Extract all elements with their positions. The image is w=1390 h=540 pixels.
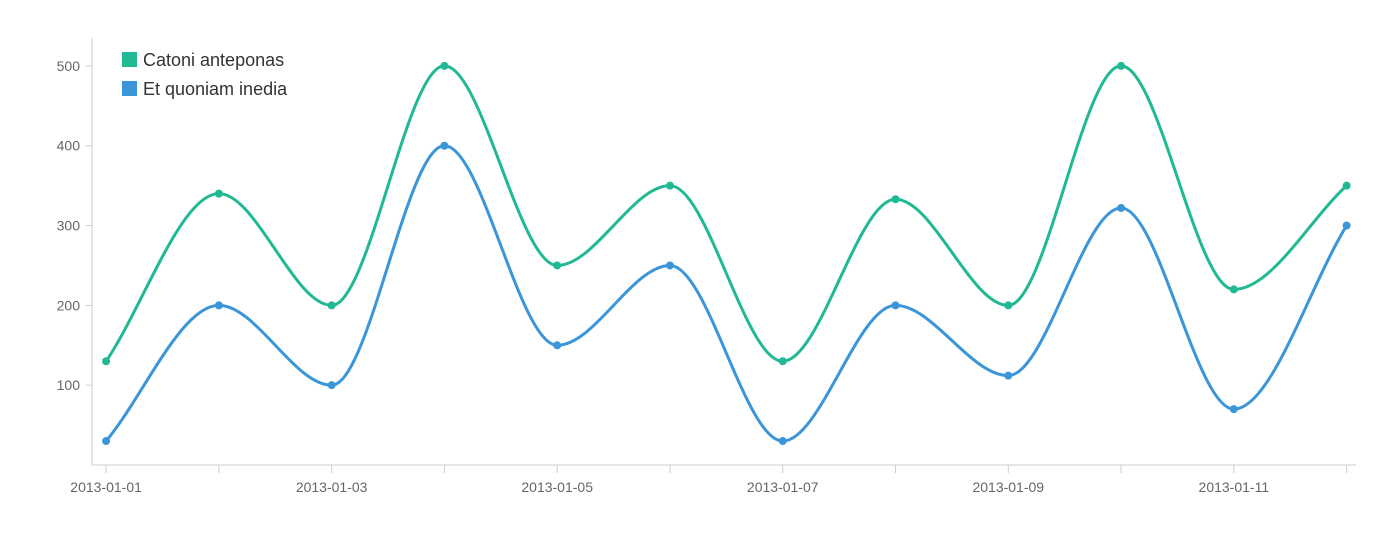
y-tick-label: 300 — [57, 218, 81, 234]
legend-label: Et quoniam inedia — [143, 79, 288, 99]
series-1 — [102, 61, 1351, 366]
series-line — [104, 64, 1348, 363]
legend-label: Catoni anteponas — [143, 50, 284, 70]
data-point[interactable] — [214, 301, 223, 310]
data-point[interactable] — [1004, 301, 1013, 310]
y-tick-label: 400 — [57, 138, 81, 154]
data-point[interactable] — [1342, 221, 1351, 230]
data-point[interactable] — [665, 181, 674, 190]
data-point[interactable] — [665, 261, 674, 270]
data-point[interactable] — [440, 61, 449, 70]
y-tick-label: 200 — [57, 297, 81, 313]
data-point[interactable] — [778, 437, 787, 446]
data-point[interactable] — [891, 195, 900, 204]
x-tick-label: 2013-01-05 — [521, 479, 593, 495]
y-tick-label: 100 — [57, 377, 81, 393]
x-tick-label: 2013-01-03 — [296, 479, 368, 495]
x-axis-ticks: 2013-01-01 2013-01-03 2013-01-05 2013-01-07… — [70, 465, 1348, 495]
data-point[interactable] — [327, 381, 336, 390]
data-point[interactable] — [1229, 405, 1238, 414]
legend: Catoni anteponas Et quoniam inedia — [122, 50, 288, 99]
x-tick-label: 2013-01-09 — [972, 479, 1044, 495]
data-point[interactable] — [327, 301, 336, 310]
data-point[interactable] — [1117, 204, 1126, 213]
x-tick-label: 2013-01-01 — [70, 479, 142, 495]
x-tick-label: 2013-01-11 — [1199, 479, 1270, 495]
data-point[interactable] — [891, 301, 900, 310]
series-line — [104, 144, 1348, 443]
data-point[interactable] — [440, 141, 449, 150]
data-point[interactable] — [214, 189, 223, 198]
data-point[interactable] — [102, 357, 111, 366]
legend-swatch — [122, 52, 137, 67]
data-point[interactable] — [102, 437, 111, 446]
data-point[interactable] — [553, 341, 562, 350]
data-point[interactable] — [1342, 181, 1351, 190]
data-point[interactable] — [1004, 371, 1013, 380]
data-point[interactable] — [1229, 285, 1238, 294]
plot-area — [102, 61, 1351, 446]
y-axis-ticks: 100 200 300 400 500 — [57, 58, 92, 393]
data-point[interactable] — [778, 357, 787, 366]
data-point[interactable] — [553, 261, 562, 270]
y-tick-label: 500 — [57, 58, 81, 74]
series-2 — [102, 141, 1351, 446]
legend-swatch — [122, 81, 137, 96]
x-tick-label: 2013-01-07 — [747, 479, 819, 495]
data-point[interactable] — [1117, 61, 1126, 70]
